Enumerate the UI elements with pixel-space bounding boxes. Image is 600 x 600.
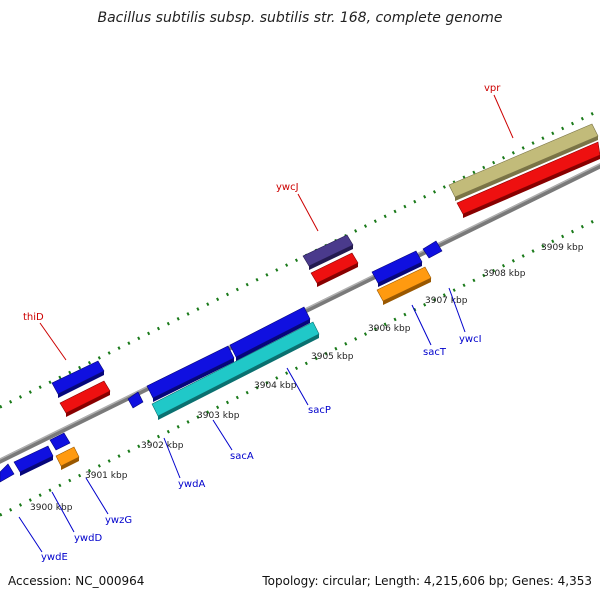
gene-label-ywci[interactable]: ywcI	[459, 334, 482, 345]
gene-label-sacp[interactable]: sacP	[308, 405, 331, 416]
saca-cyan-arrow-shade	[158, 334, 319, 420]
thid-cds-arrow-shade	[58, 371, 104, 398]
kbp-label-3904: 3904 kbp	[254, 381, 297, 391]
gene-label-ywdd[interactable]: ywdD	[74, 533, 102, 544]
vpr-rna-arrow-shade	[463, 155, 600, 218]
kbp-label-3902: 3902 kbp	[141, 441, 184, 451]
ywde-cds-arrow[interactable]	[0, 463, 15, 483]
kbp-label-3901: 3901 kbp	[85, 471, 128, 481]
genome-summary: Topology: circular; Length: 4,215,606 bp…	[262, 574, 592, 588]
gene-label-sact[interactable]: sacT	[423, 347, 447, 358]
saca-cds-arrow-shade	[153, 358, 234, 402]
gene-label-saca[interactable]: sacA	[230, 451, 254, 462]
map-title: Bacillus subtilis subsp. subtilis str. 1…	[97, 10, 503, 26]
sact-orange-arrow-shade	[383, 278, 431, 305]
vpr-rna-arrow[interactable]	[456, 141, 600, 215]
gene-label-ywda[interactable]: ywdA	[178, 479, 205, 490]
sact-cds-arrow-shade	[378, 262, 422, 287]
gene-label-ywcj[interactable]: ywcJ	[276, 182, 299, 193]
gene-label-ywde[interactable]: ywdE	[41, 552, 68, 563]
ywzg-orange-arrow-shade	[61, 457, 79, 470]
ywcj-rna-arrow-shade	[317, 263, 358, 287]
ywdd-cds-arrow-shade	[20, 456, 53, 476]
kbp-label-3905: 3905 kbp	[311, 352, 354, 362]
accession-label: Accession: NC_000964	[8, 574, 145, 588]
ywci-cds-arrow[interactable]	[422, 240, 443, 259]
ywzg-cds-arrow[interactable]	[49, 432, 71, 451]
thid-rna-arrow-shade	[66, 391, 110, 417]
kbp-label-3908: 3908 kbp	[483, 269, 526, 279]
kbp-label-3906: 3906 kbp	[368, 324, 411, 334]
kbp-label-3903: 3903 kbp	[197, 411, 240, 421]
gene-leader-lines	[18, 94, 514, 553]
vpr-feature-arrow-shade	[455, 136, 598, 201]
gene-label-ywzg[interactable]: ywzG	[105, 515, 132, 526]
saca-cyan-arrow[interactable]	[151, 321, 320, 417]
kbp-label-3907: 3907 kbp	[425, 296, 468, 306]
ywcj-feature-arrow-shade	[309, 245, 353, 270]
gene-label-thid[interactable]: thiD	[23, 312, 44, 323]
kbp-label-3900: 3900 kbp	[30, 503, 73, 513]
sacp-cds-arrow-shade	[236, 319, 310, 361]
gene-label-vpr[interactable]: vpr	[484, 83, 501, 94]
scale-labels: 3900 kbp 3901 kbp 3902 kbp 3903 kbp 3904…	[30, 243, 584, 513]
ywda-cds-arrow[interactable]	[127, 391, 144, 409]
kbp-label-3909: 3909 kbp	[541, 243, 584, 253]
